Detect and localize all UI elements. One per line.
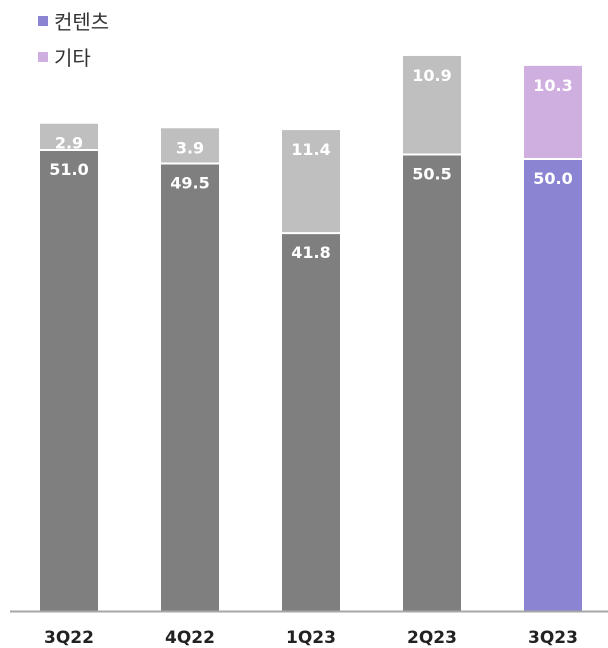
- legend-item-other: 기타: [38, 42, 91, 71]
- x-tick-label-4Q22: 4Q22: [165, 628, 215, 648]
- data-label-3Q23-series-0: 50.0: [533, 169, 572, 188]
- x-tick-label-3Q23: 3Q23: [528, 628, 578, 648]
- data-label-4Q22-series-1: 3.9: [176, 138, 204, 157]
- bar-2Q23-series-1: [403, 55, 461, 155]
- x-tick-label-2Q23: 2Q23: [407, 628, 457, 648]
- data-label-1Q23-series-1: 11.4: [291, 140, 330, 159]
- data-label-2Q23-series-0: 50.5: [412, 164, 451, 183]
- bar-3Q22-series-1: [40, 123, 98, 150]
- bar-3Q23-series-0: [524, 159, 582, 611]
- legend-label-other: 기타: [54, 46, 91, 70]
- legend-swatch-other: [38, 51, 48, 62]
- data-label-2Q23-series-1: 10.9: [412, 66, 451, 85]
- x-tick-label-3Q22: 3Q22: [44, 628, 94, 648]
- data-label-1Q23-series-0: 41.8: [291, 243, 330, 262]
- bar-3Q23-series-1: [524, 65, 582, 159]
- legend-label-contents: 컨텐츠: [54, 10, 110, 34]
- bar-4Q22-series-1: [161, 128, 219, 164]
- x-tick-label-1Q23: 1Q23: [286, 628, 336, 648]
- legend-swatch-contents: [38, 15, 48, 26]
- data-label-3Q22-series-0: 51.0: [49, 160, 88, 179]
- bar-2Q23-series-0: [403, 154, 461, 612]
- legend-item-contents: 컨텐츠: [38, 6, 109, 35]
- bar-4Q22-series-0: [161, 163, 219, 611]
- data-label-4Q22-series-0: 49.5: [170, 174, 209, 193]
- data-label-3Q22-series-1: 2.9: [55, 134, 83, 153]
- bar-3Q22-series-0: [40, 149, 98, 611]
- data-label-3Q23-series-1: 10.3: [533, 76, 572, 95]
- bar-1Q23-series-1: [282, 130, 340, 234]
- bar-1Q23-series-0: [282, 233, 340, 612]
